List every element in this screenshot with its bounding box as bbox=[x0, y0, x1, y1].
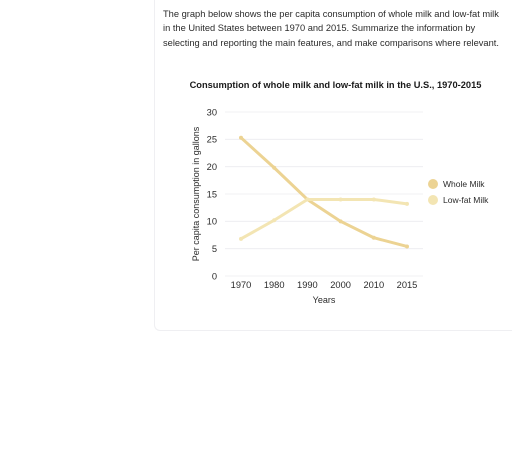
y-tick-label: 20 bbox=[207, 162, 217, 172]
chart-title: Consumption of whole milk and low-fat mi… bbox=[189, 80, 482, 90]
x-tick-label: 1990 bbox=[297, 280, 318, 290]
task-prompt: The graph below shows the per capita con… bbox=[163, 9, 499, 48]
data-point-whole-milk bbox=[405, 244, 409, 249]
y-axis-ticks: 0 5 10 15 20 25 30 bbox=[207, 107, 217, 281]
data-point-low-fat-milk bbox=[239, 236, 243, 241]
y-tick-label: 15 bbox=[207, 189, 217, 199]
y-tick-label: 0 bbox=[212, 271, 217, 281]
series-lines bbox=[239, 135, 409, 249]
legend-item-whole-milk: Whole Milk bbox=[428, 176, 488, 192]
legend-label-low-fat-milk: Low-fat Milk bbox=[443, 195, 489, 205]
x-axis-ticks: 1970 1980 1990 2000 2010 2015 bbox=[231, 280, 418, 290]
y-tick-label: 5 bbox=[212, 244, 217, 254]
data-point-low-fat-milk bbox=[405, 201, 409, 206]
legend-label-whole-milk: Whole Milk bbox=[443, 179, 485, 189]
y-tick-label: 30 bbox=[207, 107, 217, 117]
x-tick-label: 2015 bbox=[397, 280, 418, 290]
data-point-whole-milk bbox=[239, 135, 243, 140]
x-tick-label: 2000 bbox=[330, 280, 351, 290]
data-point-whole-milk bbox=[272, 165, 277, 170]
series-line-whole-milk bbox=[239, 136, 409, 248]
x-axis-label: Years bbox=[313, 295, 336, 305]
data-point-low-fat-milk bbox=[338, 197, 343, 202]
data-point-low-fat-milk bbox=[371, 197, 376, 202]
x-tick-label: 2010 bbox=[363, 280, 384, 290]
y-tick-label: 25 bbox=[207, 135, 217, 145]
y-tick-label: 10 bbox=[207, 217, 217, 227]
legend-swatch-whole-milk bbox=[428, 179, 438, 189]
data-point-whole-milk bbox=[371, 235, 376, 240]
series-line-low-fat-milk bbox=[239, 197, 409, 241]
data-point-low-fat-milk bbox=[305, 197, 310, 202]
x-tick-label: 1980 bbox=[264, 280, 285, 290]
x-tick-label: 1970 bbox=[231, 280, 252, 290]
legend-item-low-fat-milk: Low-fat Milk bbox=[428, 192, 488, 208]
data-point-low-fat-milk bbox=[272, 218, 277, 223]
y-axis-label: Per capita consumption in gallons bbox=[191, 126, 201, 261]
legend-swatch-low-fat-milk bbox=[428, 195, 438, 205]
chart-legend: Whole Milk Low-fat Milk bbox=[428, 176, 488, 208]
data-point-whole-milk bbox=[338, 219, 343, 224]
gridlines bbox=[225, 111, 423, 277]
